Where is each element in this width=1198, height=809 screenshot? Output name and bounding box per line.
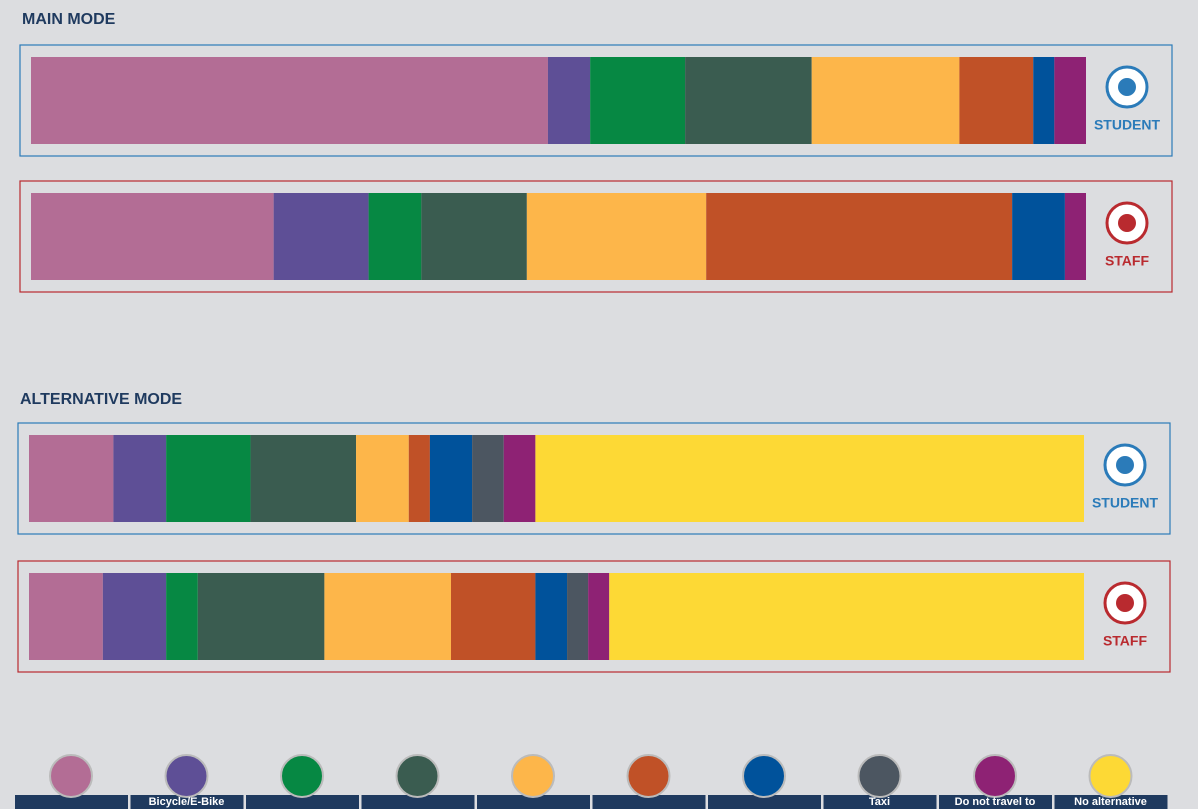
category-label: STAFF <box>1103 633 1148 649</box>
legend-cell <box>246 795 359 809</box>
bar-segment <box>356 435 409 522</box>
bar-segment <box>368 193 422 280</box>
bar-segment <box>273 193 369 280</box>
bar-segment <box>31 57 548 144</box>
bar-segment <box>1054 57 1086 144</box>
section-title: MAIN MODE <box>22 11 116 28</box>
bar-segment <box>503 435 536 522</box>
bar-segment <box>166 573 198 660</box>
bar-segment <box>324 573 451 660</box>
legend-label: Taxi <box>869 796 890 808</box>
panel <box>17 560 1171 673</box>
bar-segment <box>526 193 707 280</box>
category-label: STUDENT <box>1092 495 1159 511</box>
section-title: ALTERNATIVE MODE <box>20 391 182 408</box>
bar-segment <box>429 435 473 522</box>
legend-cell <box>708 795 821 809</box>
legend-icon <box>1088 754 1133 798</box>
category-icon-figure <box>1116 456 1134 474</box>
bar-segment <box>29 435 114 522</box>
legend-cell <box>592 795 706 809</box>
bar-segment <box>706 193 1013 280</box>
legend-icon <box>626 754 671 798</box>
bar-segment <box>1064 193 1086 280</box>
category-icon-figure <box>1118 214 1136 232</box>
bar-segment <box>1012 193 1065 280</box>
bar-segment <box>408 435 430 522</box>
legend-cell <box>823 795 937 809</box>
legend-cell <box>15 795 128 809</box>
bar-segment <box>685 57 812 144</box>
legend-icon <box>280 754 324 798</box>
bar-segment <box>535 573 568 660</box>
bar-segment <box>421 193 527 280</box>
legend-cell <box>1054 795 1168 809</box>
category-icon-figure <box>1116 594 1134 612</box>
bar-segment <box>547 57 591 144</box>
bar-segment <box>31 193 274 280</box>
bar-segment <box>959 57 1034 144</box>
category-label: STAFF <box>1105 253 1150 269</box>
legend-icon <box>395 754 440 798</box>
bar-segment <box>197 573 325 660</box>
legend-icon <box>857 754 902 798</box>
bar-segment <box>451 573 536 660</box>
bar-segment <box>113 435 167 522</box>
panel <box>19 44 1173 157</box>
legend-label: Bicycle/E-Bike <box>149 796 225 808</box>
category-icon-figure <box>1118 78 1136 96</box>
legend-icon <box>511 754 555 798</box>
panel <box>17 422 1171 535</box>
legend-cell <box>361 795 475 809</box>
bar-segment <box>1033 57 1055 144</box>
legend-icon <box>164 754 209 798</box>
category-label: STUDENT <box>1094 117 1161 133</box>
legend-label: No alternative <box>1074 796 1147 808</box>
bar-segment <box>811 57 960 144</box>
bar-segment <box>609 573 1084 660</box>
bar-segment <box>166 435 251 522</box>
bar-segment <box>29 573 103 660</box>
bar-segment <box>567 573 589 660</box>
legend-icon <box>742 754 786 798</box>
panel <box>19 180 1173 293</box>
bar-segment <box>102 573 167 660</box>
bar-segment <box>472 435 504 522</box>
bar-segment <box>250 435 357 522</box>
bar-segment <box>588 573 610 660</box>
bar-segment <box>535 435 1084 522</box>
legend-cell <box>939 795 1052 809</box>
legend-icon <box>973 754 1017 798</box>
legend-label: Do not travel to <box>955 796 1036 808</box>
legend-cell <box>130 795 244 809</box>
legend-cell <box>477 795 590 809</box>
bar-segment <box>590 57 686 144</box>
legend-icon <box>49 754 93 798</box>
